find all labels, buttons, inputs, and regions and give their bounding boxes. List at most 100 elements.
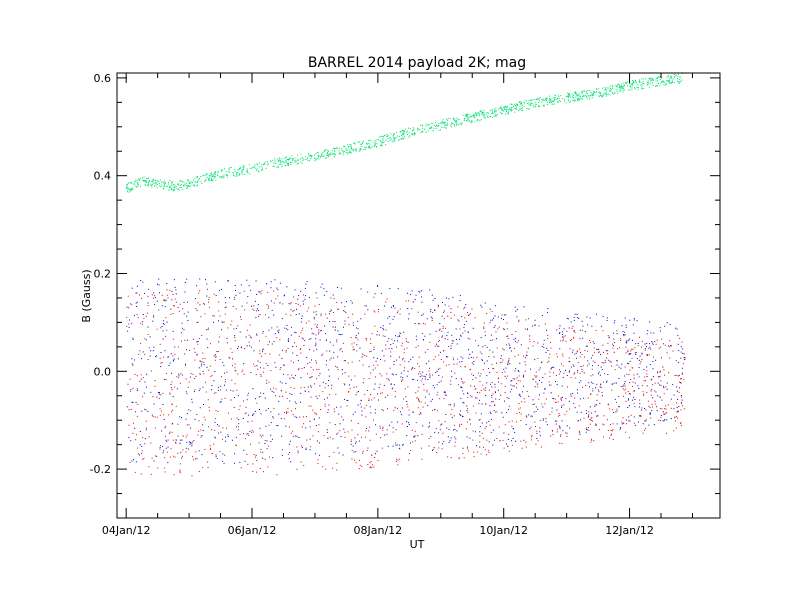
data-point	[641, 385, 643, 387]
data-point	[609, 437, 611, 439]
y-axis-label: B (Gauss)	[80, 269, 93, 322]
data-point	[209, 174, 211, 176]
data-point	[199, 373, 201, 375]
data-point	[306, 415, 308, 417]
data-point	[576, 351, 578, 353]
data-point	[351, 149, 353, 151]
data-point	[573, 97, 575, 99]
data-point	[628, 363, 630, 365]
data-point	[371, 454, 373, 456]
data-point	[472, 357, 474, 359]
data-point	[556, 353, 558, 355]
data-point	[238, 168, 240, 170]
data-point	[305, 295, 307, 297]
data-point	[665, 80, 667, 82]
data-point	[612, 92, 614, 94]
data-point	[462, 332, 464, 334]
data-point	[398, 447, 400, 449]
data-point	[343, 152, 345, 154]
data-point	[281, 454, 283, 456]
data-point	[552, 397, 554, 399]
data-point	[200, 436, 202, 438]
data-point	[678, 391, 680, 393]
data-point	[387, 317, 389, 319]
data-point	[252, 413, 254, 415]
data-point	[681, 373, 683, 375]
data-point	[248, 392, 250, 394]
data-point	[229, 171, 231, 173]
data-point	[494, 325, 496, 327]
data-point	[435, 428, 437, 430]
data-point	[380, 140, 382, 142]
data-point	[164, 182, 166, 184]
data-point	[593, 93, 595, 95]
data-point	[277, 159, 279, 161]
data-point	[665, 408, 667, 410]
data-point	[268, 341, 270, 343]
data-point	[252, 167, 254, 169]
data-point	[150, 473, 152, 475]
data-point	[586, 429, 588, 431]
data-point	[483, 115, 485, 117]
data-point	[648, 405, 650, 407]
data-point	[163, 418, 165, 420]
data-point	[149, 355, 151, 357]
data-point	[505, 443, 507, 445]
data-point	[327, 151, 328, 153]
data-point	[189, 185, 191, 187]
data-point	[518, 110, 520, 112]
data-point	[626, 81, 628, 83]
data-point	[463, 119, 465, 121]
data-point	[156, 455, 158, 457]
data-point	[347, 144, 349, 146]
data-point	[662, 343, 664, 345]
data-point	[361, 414, 363, 416]
data-point	[171, 403, 173, 405]
data-point	[152, 350, 154, 352]
data-point	[617, 92, 619, 94]
data-point	[179, 382, 181, 384]
data-point	[568, 371, 570, 373]
data-point	[437, 391, 439, 393]
data-point	[415, 335, 417, 337]
data-point	[415, 422, 417, 424]
data-point	[639, 399, 641, 401]
data-point	[637, 84, 639, 86]
data-point	[624, 334, 626, 336]
data-point	[134, 373, 136, 375]
data-point	[277, 160, 279, 162]
data-point	[482, 112, 484, 114]
data-point	[242, 165, 244, 167]
data-point	[502, 112, 504, 114]
data-point	[340, 148, 342, 150]
data-point	[285, 328, 287, 330]
data-point	[333, 408, 335, 410]
data-point	[531, 436, 533, 438]
data-point	[312, 409, 314, 411]
data-point	[170, 411, 172, 413]
data-point	[407, 406, 409, 408]
data-point	[289, 157, 291, 159]
data-point	[644, 349, 646, 351]
data-point	[454, 372, 456, 374]
data-point	[469, 117, 471, 119]
data-point	[410, 359, 412, 361]
data-point	[357, 434, 359, 436]
data-point	[264, 443, 266, 445]
data-point	[554, 420, 556, 422]
data-point	[509, 391, 511, 393]
data-point	[447, 436, 449, 438]
data-point	[613, 93, 615, 95]
data-point	[439, 398, 441, 400]
data-point	[641, 407, 643, 409]
data-point	[222, 453, 224, 455]
data-point	[166, 289, 168, 291]
data-point	[428, 445, 430, 447]
data-point	[598, 351, 600, 353]
data-point	[197, 182, 199, 184]
data-point	[283, 418, 285, 420]
data-point	[622, 331, 624, 333]
data-point	[244, 173, 246, 175]
data-point	[204, 179, 206, 181]
data-point	[430, 308, 432, 310]
